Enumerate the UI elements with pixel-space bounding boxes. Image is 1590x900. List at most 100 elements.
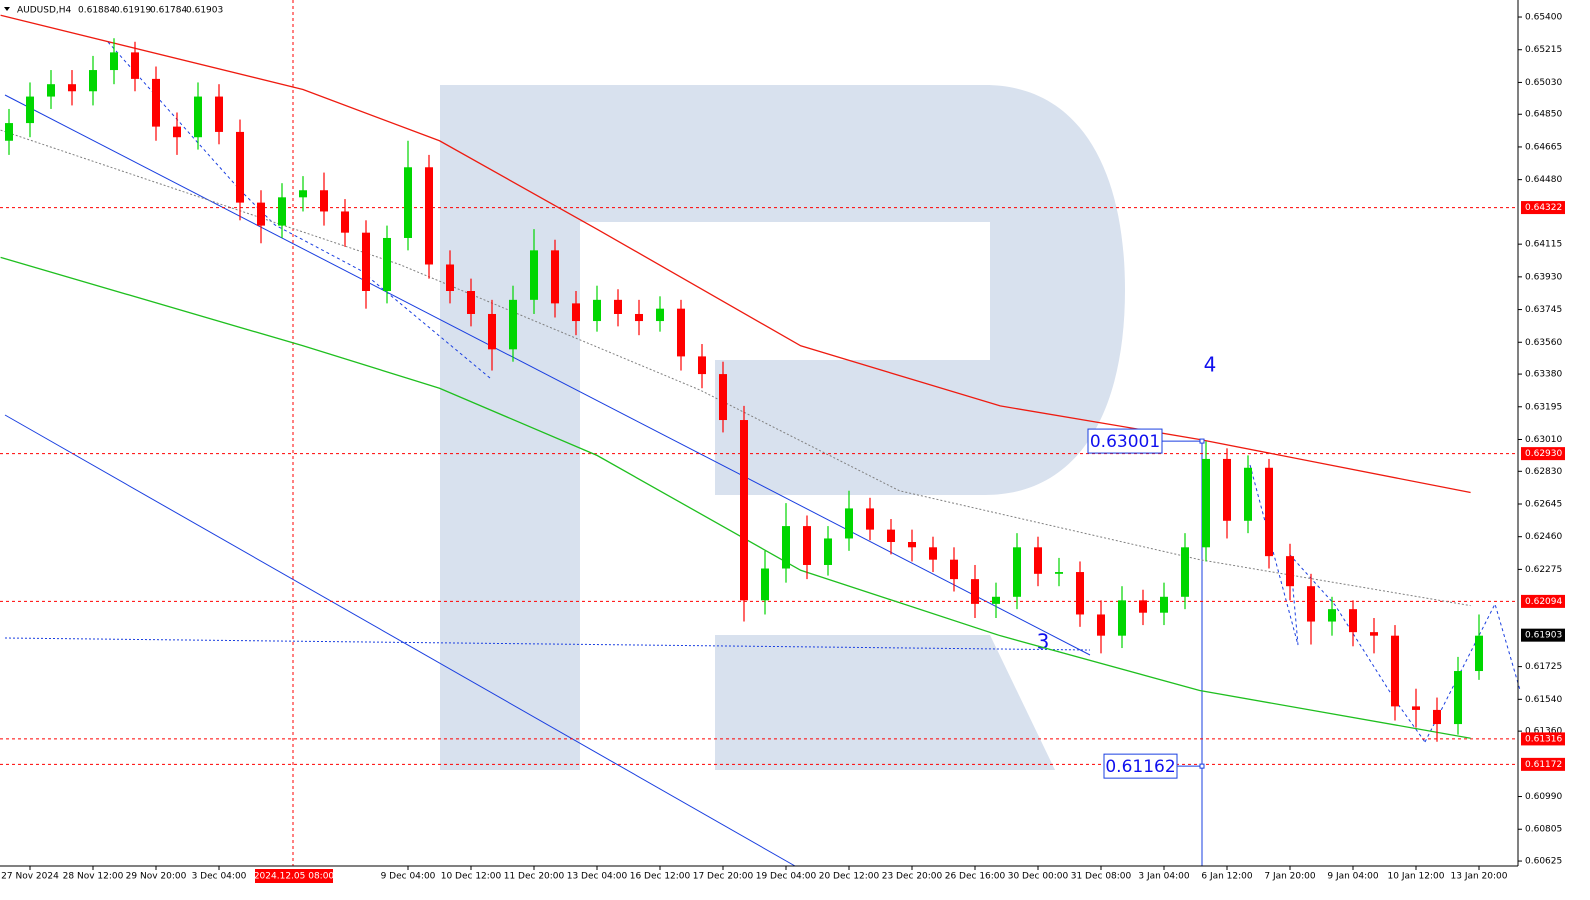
candle-body xyxy=(1391,635,1399,707)
candle-body xyxy=(1181,547,1189,597)
candle-body xyxy=(152,78,160,127)
wave-path xyxy=(1249,464,1426,743)
candle-body xyxy=(572,303,580,322)
candle-body xyxy=(719,374,727,421)
candle-body xyxy=(593,299,601,322)
candle-body xyxy=(1013,547,1021,597)
candle-body xyxy=(257,202,265,226)
candle-body xyxy=(68,84,76,92)
x-tick-label: 7 Jan 20:00 xyxy=(1264,872,1316,882)
candle-body xyxy=(698,356,706,375)
candle-body xyxy=(635,313,643,322)
target-point xyxy=(1199,763,1205,769)
x-tick-label: 19 Dec 04:00 xyxy=(756,872,817,882)
x-tick-label: 26 Dec 16:00 xyxy=(945,872,1006,882)
x-tick-label: 27 Nov 2024 xyxy=(1,872,59,882)
candle-body xyxy=(887,529,895,542)
x-tick-label: 16 Dec 12:00 xyxy=(630,872,691,882)
price-level-label: 0.62930 xyxy=(1525,449,1562,459)
y-tick-label: 0.61360 xyxy=(1525,727,1562,737)
target-box xyxy=(1087,428,1163,454)
candle-body xyxy=(740,420,748,601)
price-level-label: 0.61172 xyxy=(1525,760,1562,770)
crosshair-label-bg xyxy=(255,869,333,883)
candle-body xyxy=(1286,556,1294,587)
candle-body xyxy=(1055,572,1063,574)
header-low: 0.61784 xyxy=(150,6,187,16)
y-tick-label: 0.60990 xyxy=(1525,792,1562,802)
current-price-label: 0.61903 xyxy=(1525,631,1562,641)
candle-body xyxy=(1202,458,1210,548)
x-tick-label: 3 Dec 04:00 xyxy=(192,872,247,882)
candle-body xyxy=(656,308,664,322)
x-tick-label: 31 Dec 08:00 xyxy=(1071,872,1132,882)
candle-body xyxy=(446,264,454,292)
price-level-label: 0.64322 xyxy=(1525,203,1562,213)
y-tick-label: 0.65030 xyxy=(1525,78,1562,88)
wave-path xyxy=(107,41,491,379)
wave-label: 3 xyxy=(1037,630,1050,654)
price-level-tag xyxy=(1521,757,1565,771)
target-label: 0.63001 xyxy=(1090,432,1160,452)
y-tick-label: 0.64850 xyxy=(1525,110,1562,120)
wave-label: 4 xyxy=(1204,353,1217,377)
y-tick-label: 0.64115 xyxy=(1525,240,1562,250)
candle-body xyxy=(362,232,370,292)
candle-body xyxy=(929,547,937,560)
target-box xyxy=(1103,753,1178,779)
candle-body xyxy=(1328,609,1336,622)
price-level-label: 0.62094 xyxy=(1525,597,1562,607)
candle-body xyxy=(425,167,433,265)
y-tick-label: 0.60805 xyxy=(1525,825,1562,835)
header-close: 0.61903 xyxy=(186,6,223,16)
candle-body xyxy=(236,131,244,203)
current-price-tag xyxy=(1521,628,1565,642)
candle-body xyxy=(782,526,790,569)
candle-body xyxy=(1118,600,1126,636)
y-tick-label: 0.64665 xyxy=(1525,142,1562,152)
candle-body xyxy=(1370,632,1378,636)
x-tick-label: 28 Nov 12:00 xyxy=(63,872,124,882)
candle-body xyxy=(509,299,517,350)
candle-body xyxy=(845,508,853,539)
y-tick-label: 0.63195 xyxy=(1525,402,1562,412)
x-tick-label: 11 Dec 20:00 xyxy=(504,872,565,882)
y-tick-label: 0.65400 xyxy=(1525,13,1562,23)
y-tick-label: 0.62830 xyxy=(1525,467,1562,477)
candle-body xyxy=(950,559,958,580)
price-level-tag xyxy=(1521,201,1565,215)
x-tick-label: 6 Jan 12:00 xyxy=(1201,872,1253,882)
watermark-leg xyxy=(715,635,1055,770)
candle-body xyxy=(677,308,685,357)
candle-body xyxy=(803,526,811,565)
x-tick-label: 29 Nov 20:00 xyxy=(126,872,187,882)
x-tick-label: 10 Dec 12:00 xyxy=(441,872,502,882)
candle-body xyxy=(383,237,391,292)
y-tick-label: 0.61540 xyxy=(1525,695,1562,705)
candle-body xyxy=(1433,709,1441,725)
candle-body xyxy=(320,190,328,212)
target-label: 0.61162 xyxy=(1105,757,1175,777)
candle-body xyxy=(866,508,874,530)
candle-body xyxy=(26,96,34,124)
candle-body xyxy=(173,126,181,138)
candle-body xyxy=(215,96,223,132)
candle-body xyxy=(761,568,769,601)
candle-body xyxy=(341,211,349,233)
price-level-tag xyxy=(1521,447,1565,461)
x-tick-label: 13 Jan 20:00 xyxy=(1451,872,1508,882)
candle-body xyxy=(194,96,202,138)
price-level-tag xyxy=(1521,732,1565,746)
candle-body xyxy=(89,70,97,92)
candle-body xyxy=(299,190,307,198)
y-tick-label: 0.63745 xyxy=(1525,305,1562,315)
candle-body xyxy=(488,313,496,350)
candle-body xyxy=(1097,614,1105,636)
y-tick-label: 0.62645 xyxy=(1525,499,1562,509)
candle-body xyxy=(824,538,832,565)
header-open: 0.61884 xyxy=(78,6,115,16)
candle-body xyxy=(1454,671,1462,725)
candle-body xyxy=(467,291,475,314)
y-tick-label: 0.63010 xyxy=(1525,435,1562,445)
